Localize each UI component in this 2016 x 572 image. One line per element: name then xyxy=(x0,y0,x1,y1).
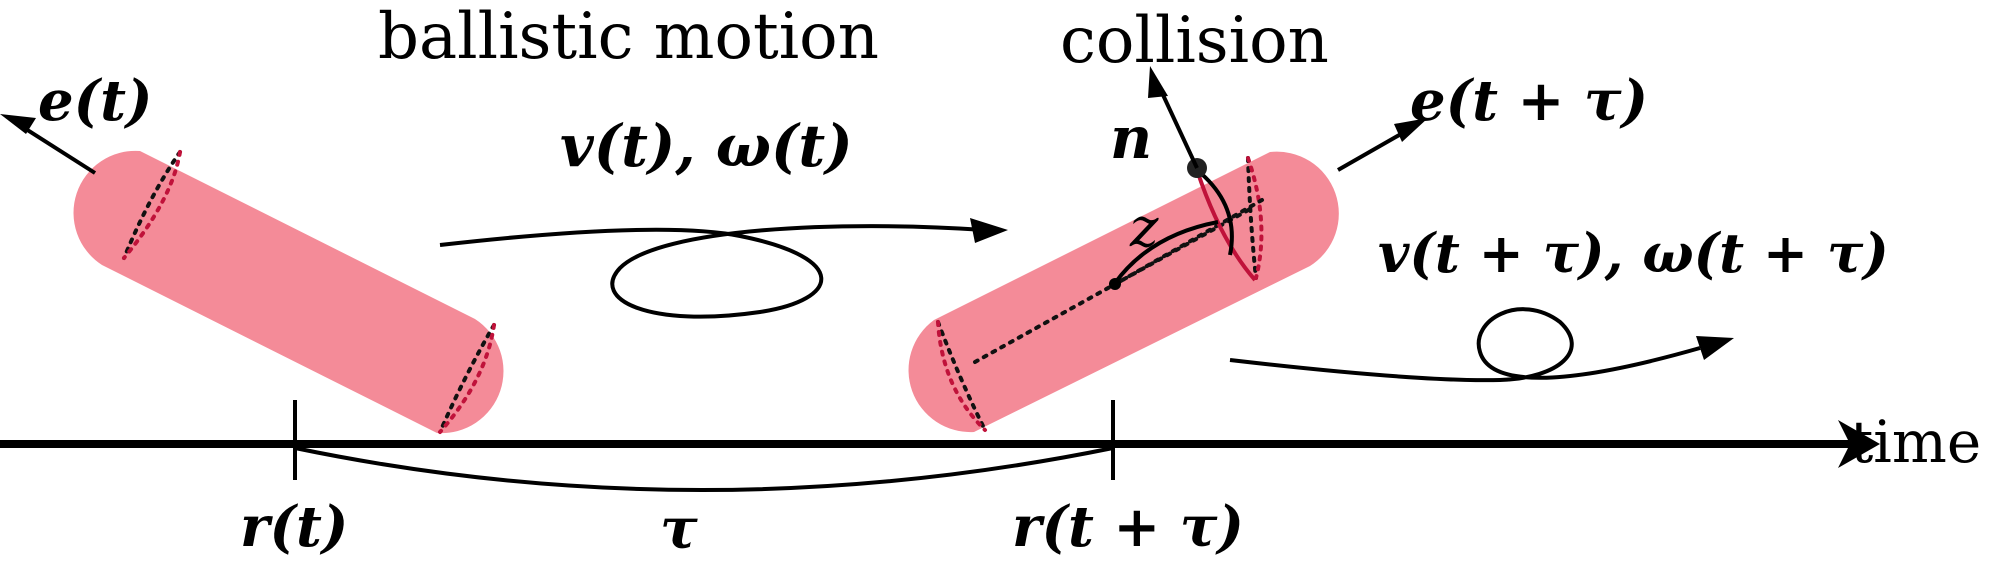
trajectory-loop-2 xyxy=(1229,307,1701,383)
trajectory-arrowhead-2-icon xyxy=(1696,336,1734,360)
label-e-t-tau: e(t + τ) xyxy=(1410,68,1648,134)
rod-center-dot xyxy=(1109,278,1121,290)
label-collision: collision xyxy=(1060,4,1329,78)
label-r-t-tau: r(t + τ) xyxy=(1012,494,1244,560)
orientation-arrow-left xyxy=(16,122,97,175)
label-z: z xyxy=(1129,196,1159,259)
contact-distance-arc xyxy=(1113,220,1219,285)
label-v-omega-t-tau: v(t + τ), ω(t + τ) xyxy=(1378,221,1889,285)
orientation-arrow-right xyxy=(1337,128,1409,172)
rod-right xyxy=(908,66,1428,433)
trajectory-arrowhead-1-icon xyxy=(970,218,1008,243)
arrow-n-icon xyxy=(1148,66,1168,98)
tau-brace xyxy=(294,446,1114,492)
rod-left xyxy=(0,114,504,434)
trajectories xyxy=(439,218,1734,383)
label-n: n xyxy=(1110,104,1152,172)
label-e-t: e(t) xyxy=(38,68,153,134)
trajectory-loop-1 xyxy=(439,224,986,319)
label-tau: τ xyxy=(660,496,698,562)
time-arrowhead-icon xyxy=(1838,420,1880,468)
time-axis xyxy=(0,400,1880,492)
arrow-e-t-tau-icon xyxy=(1394,118,1428,142)
label-ballistic-motion: ballistic motion xyxy=(378,0,879,74)
label-time: time xyxy=(1850,408,1981,476)
arrow-e-t-icon xyxy=(0,114,36,134)
label-r-t: r(t) xyxy=(240,494,348,560)
label-v-omega-t: v(t), ω(t) xyxy=(560,112,853,180)
